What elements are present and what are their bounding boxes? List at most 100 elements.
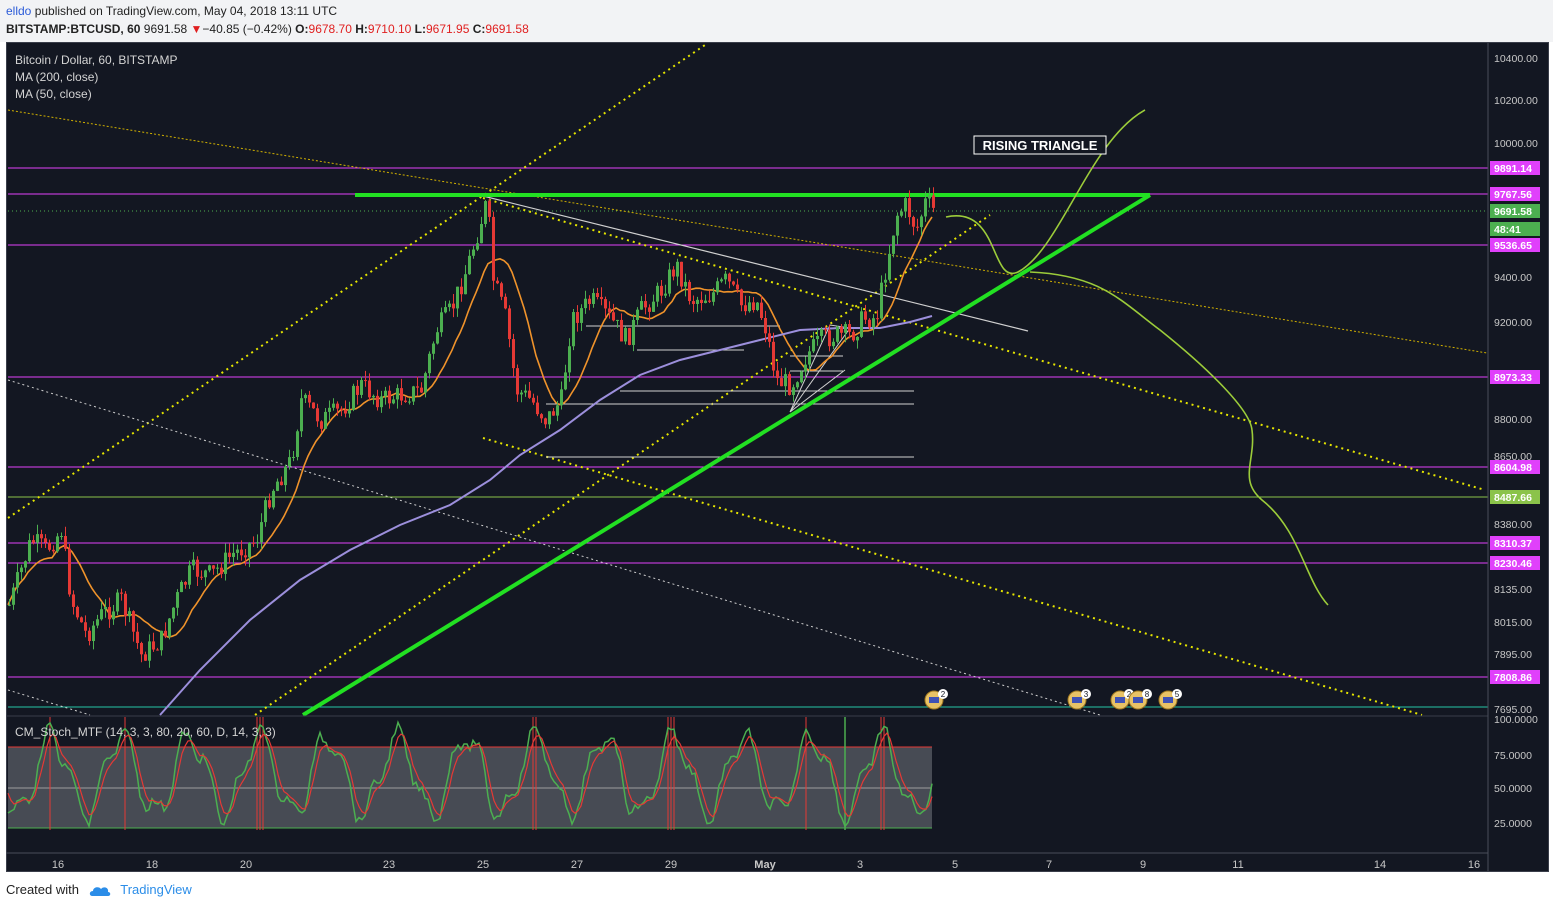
candle-body	[488, 201, 491, 217]
time-label-4: 25	[477, 859, 489, 871]
candle-body	[212, 565, 215, 569]
candle-body	[408, 401, 411, 403]
candle-body	[336, 403, 339, 409]
publish-text: published on TradingView.com, May 04, 20…	[31, 4, 338, 18]
candle-body	[524, 390, 527, 393]
series-legend-title[interactable]: Bitcoin / Dollar, 60, BITSTAMP	[15, 53, 178, 67]
candle-body	[72, 594, 75, 607]
tradingview-link[interactable]: TradingView	[120, 882, 192, 897]
candle-body	[656, 285, 659, 302]
low-value: 9671.95	[425, 22, 470, 36]
candle-body	[832, 341, 835, 347]
ma50-legend[interactable]: MA (50, close)	[15, 87, 92, 101]
price-tick-0: 10400.00	[1494, 53, 1538, 65]
candle-body	[96, 619, 99, 626]
candle-body	[908, 198, 911, 218]
high-label: H:	[355, 22, 368, 36]
candle-body	[156, 649, 159, 651]
candle-body	[716, 281, 719, 293]
forecast-down-curve[interactable]	[1029, 271, 1329, 606]
candle-body	[400, 388, 403, 401]
price-label-box-2	[1490, 204, 1540, 218]
rising-triangle-box[interactable]	[973, 135, 1107, 155]
candle-body	[8, 604, 11, 606]
ma200-line	[159, 315, 933, 716]
ma200-legend[interactable]: MA (200, close)	[15, 70, 99, 84]
symbol-name: BITSTAMP:BTCUSD, 60	[6, 22, 141, 36]
candle-body	[516, 368, 519, 395]
candle-body	[744, 305, 747, 312]
candle-body	[532, 397, 535, 403]
candle-body	[536, 402, 539, 415]
candle-body	[704, 300, 707, 304]
green-support-line[interactable]	[301, 193, 1152, 717]
candle-body	[328, 407, 331, 412]
candle-body	[152, 641, 155, 650]
candle-body	[712, 292, 715, 302]
candle-body	[440, 312, 443, 333]
white-trend-line[interactable]	[482, 195, 1029, 332]
candle-body	[752, 302, 755, 311]
event-count-badge	[1142, 689, 1152, 699]
event-count-text: 3	[1084, 690, 1089, 699]
candle-body	[184, 582, 187, 585]
long-white-dotted-line[interactable]	[7, 379, 1101, 716]
candle-body	[664, 293, 667, 296]
candle-body	[140, 643, 143, 655]
candle-body	[884, 279, 887, 283]
candle-body	[164, 630, 167, 637]
candle-body	[844, 324, 847, 333]
candle-body	[452, 303, 455, 309]
candle-body	[512, 339, 515, 369]
candle-body	[856, 336, 859, 341]
candle-body	[60, 536, 63, 538]
candle-body	[300, 398, 303, 432]
candle-body	[76, 606, 79, 618]
forecast-up-curve[interactable]	[945, 109, 1146, 275]
candle-body	[608, 308, 611, 313]
candle-body	[236, 549, 239, 553]
candle-body	[628, 328, 631, 345]
candle-body	[308, 394, 311, 403]
lower-white-dotted-line[interactable]	[7, 689, 91, 716]
channel-upper-line[interactable]	[7, 44, 706, 519]
candle-body	[220, 567, 223, 574]
candle-body	[136, 631, 139, 644]
close-label: C:	[472, 22, 486, 36]
candle-body	[564, 372, 567, 390]
candle-body	[508, 308, 511, 340]
candle-body	[668, 269, 671, 294]
time-label-2: 20	[240, 859, 252, 871]
price-tick-11: 7695.00	[1494, 704, 1532, 716]
price-label-box-5	[1490, 370, 1540, 384]
candle-body	[104, 606, 107, 610]
candle-body	[288, 457, 291, 467]
candle-body	[528, 390, 531, 398]
time-label-8: 3	[857, 859, 863, 871]
rising-triangle-label[interactable]: RISING TRIANGLE	[983, 138, 1098, 153]
stoch-legend[interactable]: CM_Stoch_MTF (14, 3, 3, 80, 20, 60, D, 1…	[15, 725, 276, 739]
candle-body	[64, 536, 67, 549]
channel-down-line[interactable]	[482, 437, 1423, 716]
channel-lower-line[interactable]	[254, 214, 991, 716]
candle-body	[688, 281, 691, 302]
candle-body	[256, 542, 259, 544]
candle-body	[500, 283, 503, 297]
candle-body	[652, 301, 655, 312]
candle-body	[36, 534, 39, 543]
price-tick-1: 10200.00	[1494, 95, 1538, 107]
price-label-box-3	[1490, 222, 1540, 236]
candle-body	[384, 390, 387, 397]
event-count-text: 2	[1127, 690, 1132, 699]
price-tick-4: 9200.00	[1494, 317, 1532, 329]
candle-body	[208, 565, 211, 571]
author-link[interactable]: elldo	[6, 4, 32, 18]
candle-body	[388, 390, 391, 404]
candle-body	[28, 540, 31, 562]
candle-body	[568, 346, 571, 373]
candle-body	[204, 570, 207, 578]
candle-body	[760, 302, 763, 319]
long-resistance-line[interactable]	[7, 109, 1488, 354]
candle-body	[332, 403, 335, 408]
